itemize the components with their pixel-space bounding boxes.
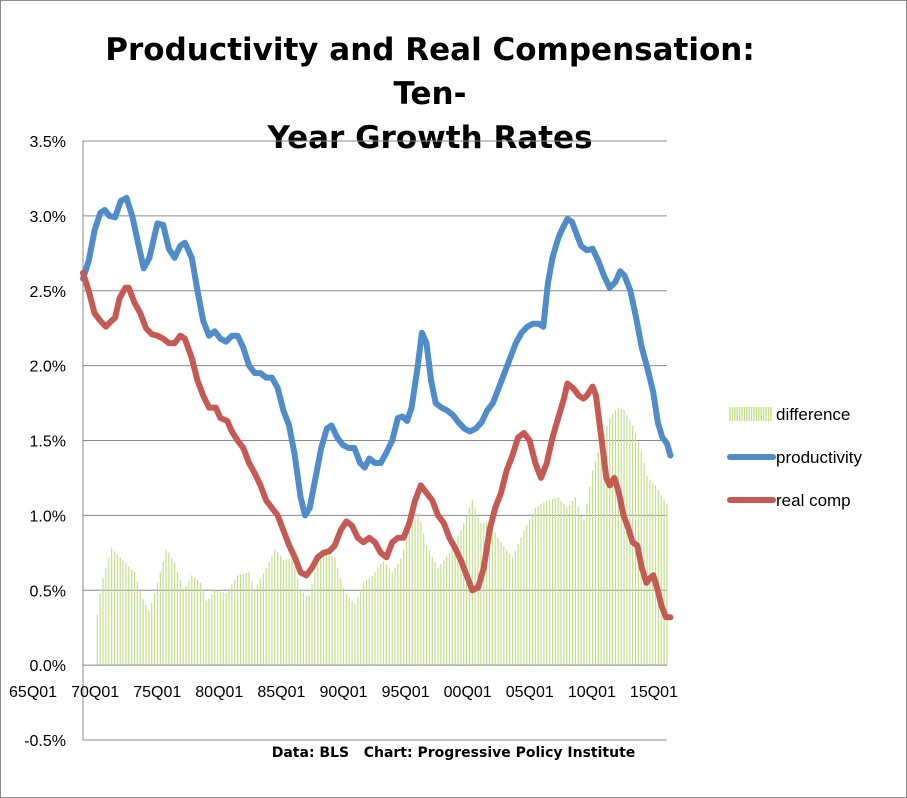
x-tick-label: 05Q01 [506,684,554,701]
series-lines [80,194,674,621]
y-tick-label: 0.0% [30,658,66,675]
x-tick-labels: 65Q01 70Q01 75Q01 80Q01 85Q01 90Q01 95Q01 00Q01… [9,684,678,701]
x-tick-label: 15Q01 [630,684,678,701]
y-tick-label: 0.5% [30,583,66,600]
x-tick-label: 75Q01 [133,684,181,701]
y-tick-label: 3.0% [30,209,66,226]
legend: difference productivity real comp [727,405,862,510]
x-tick-label: 85Q01 [257,684,305,701]
x-tick-label: 80Q01 [195,684,243,701]
x-tick-label: 90Q01 [319,684,367,701]
axes [82,141,667,740]
productivity-line [80,194,674,519]
source-note: Data: BLS Chart: Progressive Policy Inst… [271,745,636,761]
difference-area [96,407,668,666]
x-tick-label: 95Q01 [382,684,430,701]
y-tick-label: 2.5% [30,284,66,301]
legend-label: real comp [776,491,851,510]
x-tick-label: 65Q01 [9,684,57,701]
chart-title: Productivity and Real Compensation: Ten-… [80,28,780,160]
legend-label: productivity [776,448,862,467]
legend-label: difference [776,405,850,424]
y-tick-label: 2.0% [30,359,66,376]
x-tick-label: 10Q01 [568,684,616,701]
real-comp-line [80,269,674,621]
chart-title-line-2: Year Growth Rates [267,120,593,156]
chart-title-line-1: Productivity and Real Compensation: Ten- [105,32,755,112]
y-tick-label: 3.5% [30,134,66,151]
y-tick-label: 1.0% [30,508,66,525]
x-tick-label: 00Q01 [444,684,492,701]
x-tick-label: 70Q01 [71,684,119,701]
y-tick-labels: -0.5% 0.0% 0.5% 1.0% 1.5% 2.0% 2.5% 3.0% 3.5% [24,134,66,750]
y-tick-label: -0.5% [24,733,66,750]
y-tick-label: 1.5% [30,434,66,451]
